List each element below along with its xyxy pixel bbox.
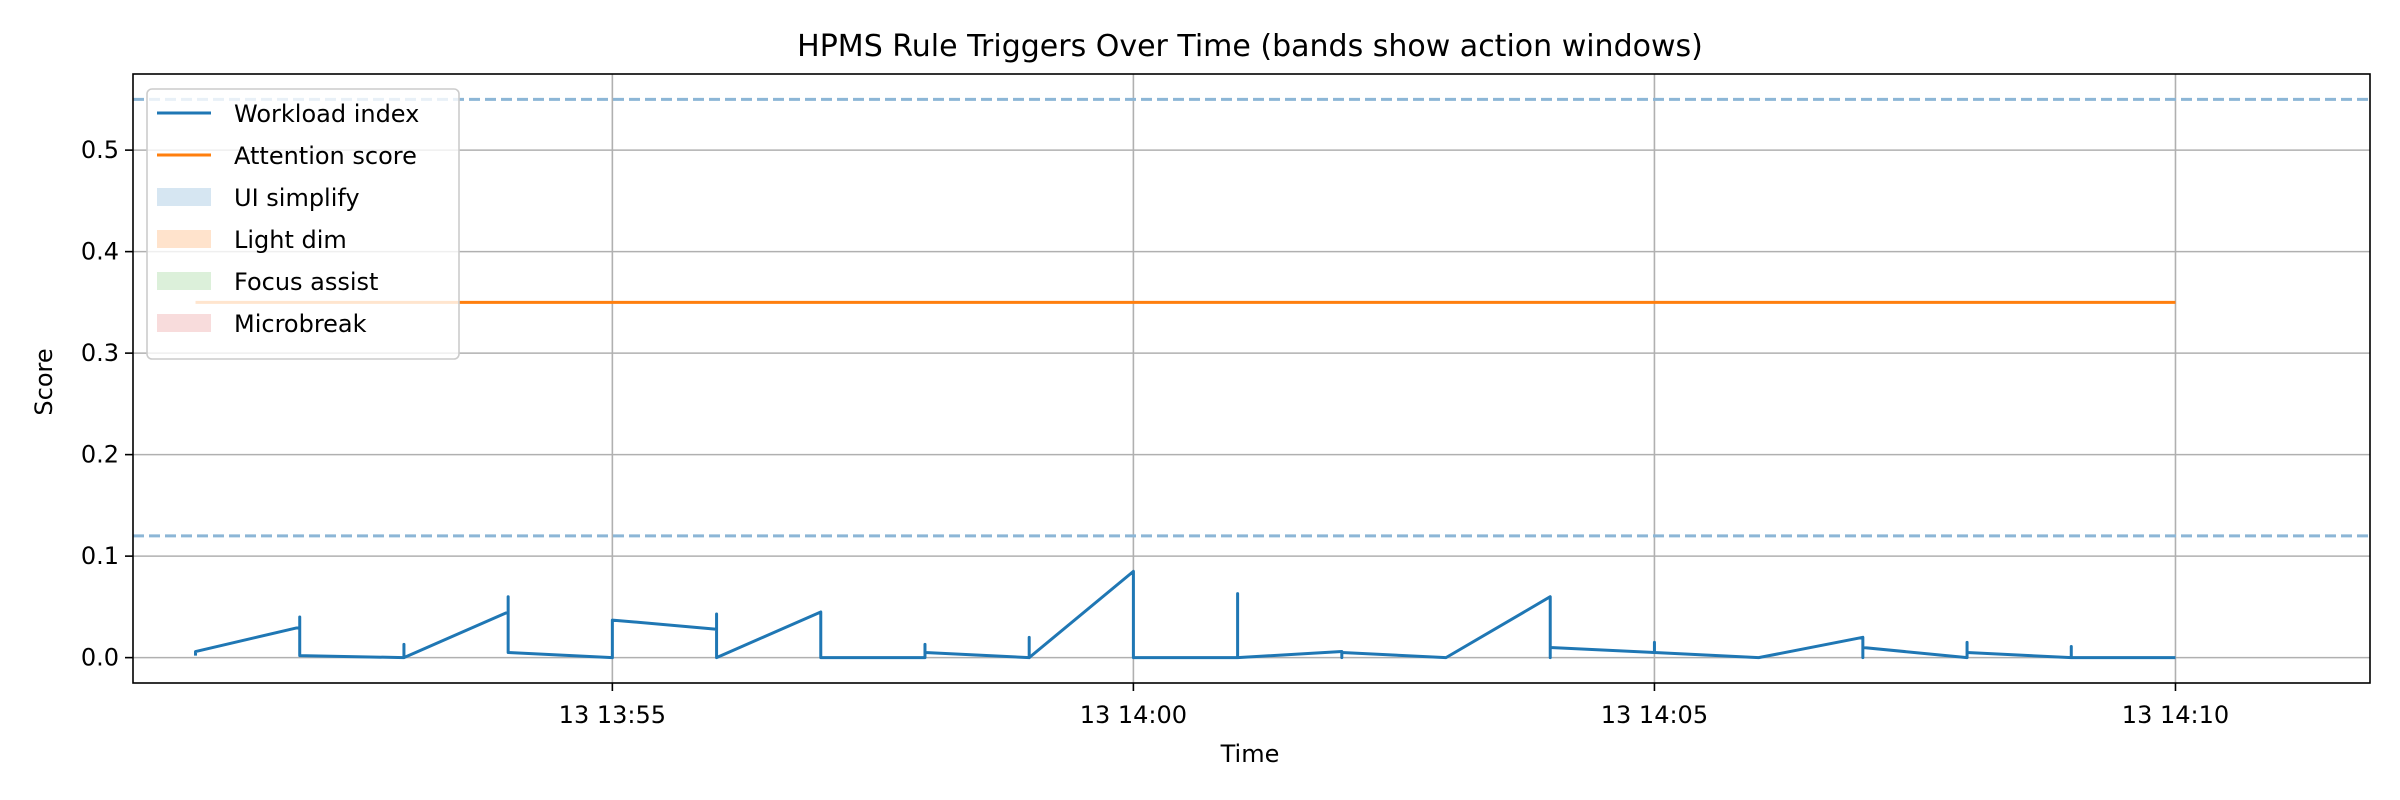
chart-title: HPMS Rule Triggers Over Time (bands show… — [797, 29, 1703, 64]
legend-label: Microbreak — [234, 310, 367, 338]
grid — [133, 74, 2370, 683]
legend-swatch-band — [157, 272, 211, 290]
threshold-lines — [133, 97, 2370, 538]
y-tick-label: 0.3 — [81, 339, 119, 367]
plot-frame — [132, 73, 2371, 684]
legend-label: Attention score — [234, 142, 417, 170]
axes: 13 13:55 13 14:00 13 14:05 13 14:10 0.0 0.1 0.… — [81, 73, 2371, 729]
workload-index-line — [194, 569, 2176, 660]
series-lines — [194, 300, 2176, 660]
x-tick-label: 13 14:00 — [1080, 701, 1187, 729]
legend: Workload index Attention score UI simplify… — [146, 88, 460, 360]
y-tick-label: 0.0 — [81, 644, 119, 672]
y-tick-label: 0.1 — [81, 542, 119, 570]
legend-label: Workload index — [234, 100, 419, 128]
legend-swatch-band — [157, 314, 211, 332]
y-axis-label: Score — [30, 348, 58, 415]
legend-box — [146, 88, 460, 360]
y-tick-label: 0.2 — [81, 441, 119, 469]
x-tick-label: 13 14:10 — [2122, 701, 2229, 729]
x-tick-label: 13 13:55 — [559, 701, 666, 729]
y-tick-label: 0.5 — [81, 136, 119, 164]
legend-label: Light dim — [234, 226, 347, 254]
legend-swatch-band — [157, 230, 211, 248]
legend-label: Focus assist — [234, 268, 378, 296]
y-tick-label: 0.4 — [81, 238, 119, 266]
x-tick-label: 13 14:05 — [1601, 701, 1708, 729]
legend-label: UI simplify — [234, 184, 360, 212]
x-axis-label: Time — [1220, 740, 1280, 768]
legend-swatch-band — [157, 188, 211, 206]
